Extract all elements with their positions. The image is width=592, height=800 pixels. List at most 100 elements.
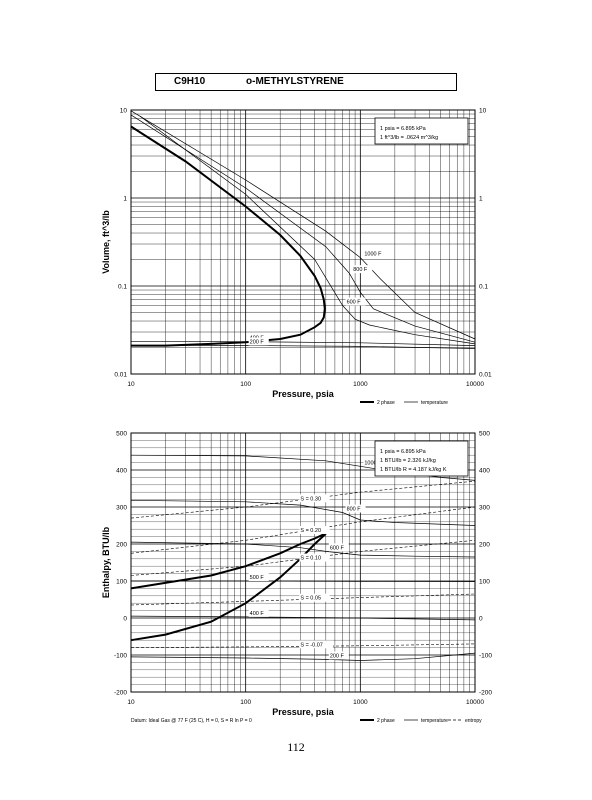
- series-label: S = -0.07: [300, 642, 322, 648]
- conversion-line: 1 BTU/lb R = 4.187 kJ/kg K: [380, 467, 447, 473]
- y-tick-label-left: 0.1: [118, 284, 127, 291]
- series-label: 400 F: [250, 611, 265, 617]
- series-label: S = 0.20: [300, 528, 321, 534]
- entropy-line: [130, 506, 476, 554]
- y-tick-label-right: 1: [479, 196, 483, 203]
- chemical-formula: C9H10: [174, 76, 206, 87]
- series-label: 200 F: [330, 653, 345, 659]
- series-label-bg: [328, 651, 349, 660]
- series-label: 600 F: [347, 300, 362, 306]
- two-phase-curve: [130, 532, 327, 642]
- series-label: 1000 F: [364, 252, 382, 258]
- y-tick-label-right: 400: [479, 468, 490, 475]
- series-label-bg: [248, 333, 269, 342]
- y-axis-label: Volume, ft^3/lb: [101, 210, 111, 274]
- series-label-bg: [248, 337, 269, 346]
- y-tick-label-right: 0.1: [479, 284, 488, 291]
- x-tick-label: 100: [240, 699, 251, 706]
- plot-frame: [130, 432, 476, 693]
- isotherm-line: [139, 115, 476, 345]
- y-tick-label-left: 500: [116, 431, 127, 438]
- isotherm-line: [130, 652, 476, 661]
- x-tick-label: 1000: [353, 699, 368, 706]
- conversion-line: 1 BTU/lb = 2.326 kJ/kg: [380, 458, 436, 464]
- series-label-bg: [352, 265, 373, 274]
- y-axis-label: Enthalpy, BTU/lb: [101, 526, 111, 598]
- y-tick-label-right: 100: [479, 579, 490, 586]
- y-tick-label-left: 0: [123, 616, 127, 623]
- plot-frame: [130, 109, 476, 375]
- series-label-bg: [248, 573, 269, 581]
- series-label: 800 F: [353, 267, 368, 273]
- x-axis-label: Pressure, psia: [272, 707, 335, 717]
- y-tick-label-right: 500: [479, 431, 490, 438]
- y-tick-label-right: 200: [479, 542, 490, 549]
- series-label: 400 F: [250, 336, 265, 342]
- series-label-bg: [299, 553, 330, 562]
- y-tick-label-left: -200: [114, 690, 127, 697]
- y-tick-label-left: 10: [120, 108, 128, 115]
- series-label: 200 F: [250, 339, 265, 345]
- entropy-line: [130, 593, 476, 606]
- x-tick-label: 100: [240, 381, 251, 388]
- y-tick-label-left: 300: [116, 505, 127, 512]
- series-label: 600 F: [330, 545, 345, 551]
- legend-label: entropy: [465, 718, 482, 724]
- series-label: 500 F: [250, 575, 265, 581]
- series-label-bg: [345, 504, 366, 513]
- y-tick-label-right: 300: [479, 505, 490, 512]
- series-label-bg: [299, 494, 330, 503]
- title-box: C9H10 o-METHYLSTYRENE: [155, 73, 457, 91]
- entropy-line: [130, 540, 476, 576]
- series-label: S = 0.30: [300, 496, 321, 502]
- isotherm-line: [130, 340, 476, 346]
- legend-label: temperature: [421, 718, 448, 724]
- series-label-bg: [328, 543, 349, 552]
- page-number: 112: [287, 740, 305, 754]
- isotherm-line: [130, 114, 476, 343]
- y-tick-label-left: 0.01: [114, 372, 127, 379]
- conversion-line: 1 psia = 6.895 kPa: [380, 449, 427, 455]
- x-tick-label: 10: [127, 381, 135, 388]
- y-tick-label-right: 0.01: [479, 372, 492, 379]
- x-tick-label: 10: [127, 699, 135, 706]
- x-tick-label: 10000: [466, 381, 484, 388]
- series-label-bg: [299, 525, 330, 534]
- chemical-name: o-METHYLSTYRENE: [246, 76, 344, 87]
- legend-label: temperature: [421, 400, 448, 406]
- conversion-box: [374, 440, 469, 477]
- y-tick-label-right: -100: [479, 653, 492, 660]
- y-tick-label-left: 400: [116, 468, 127, 475]
- legend-label: 2 phase: [377, 400, 395, 406]
- y-tick-label-right: 10: [479, 108, 487, 115]
- series-label-bg: [345, 297, 366, 306]
- isotherm-line: [130, 344, 476, 349]
- x-axis-label: Pressure, psia: [272, 389, 335, 399]
- y-tick-label-left: -100: [114, 653, 127, 660]
- y-tick-label-left: 100: [116, 579, 127, 586]
- series-label: 800 F: [347, 507, 362, 513]
- conversion-box: [374, 117, 469, 145]
- isotherm-line: [130, 499, 476, 526]
- isotherm-line: [130, 454, 476, 481]
- entropy-line: [130, 643, 476, 648]
- x-tick-label: 10000: [466, 699, 484, 706]
- x-tick-label: 1000: [353, 381, 368, 388]
- y-tick-label-left: 1: [123, 196, 127, 203]
- isotherm-line: [130, 541, 476, 558]
- y-tick-label-right: -200: [479, 690, 492, 697]
- series-label-bg: [363, 249, 387, 258]
- series-label-bg: [248, 608, 269, 617]
- two-phase-curve: [130, 125, 326, 347]
- conversion-line: 1 ft^3/lb = .0624 m^3/kg: [380, 135, 438, 141]
- series-label: S = 0.10: [300, 556, 321, 562]
- chart-footnote: Datum: Ideal Gas @ 77 F (25 C), H = 0, S…: [131, 718, 252, 724]
- legend-label: 2 phase: [377, 718, 395, 724]
- entropy-line: [130, 480, 476, 519]
- isotherm-line: [130, 615, 476, 621]
- series-label-bg: [299, 593, 330, 602]
- series-label-bg: [363, 458, 387, 467]
